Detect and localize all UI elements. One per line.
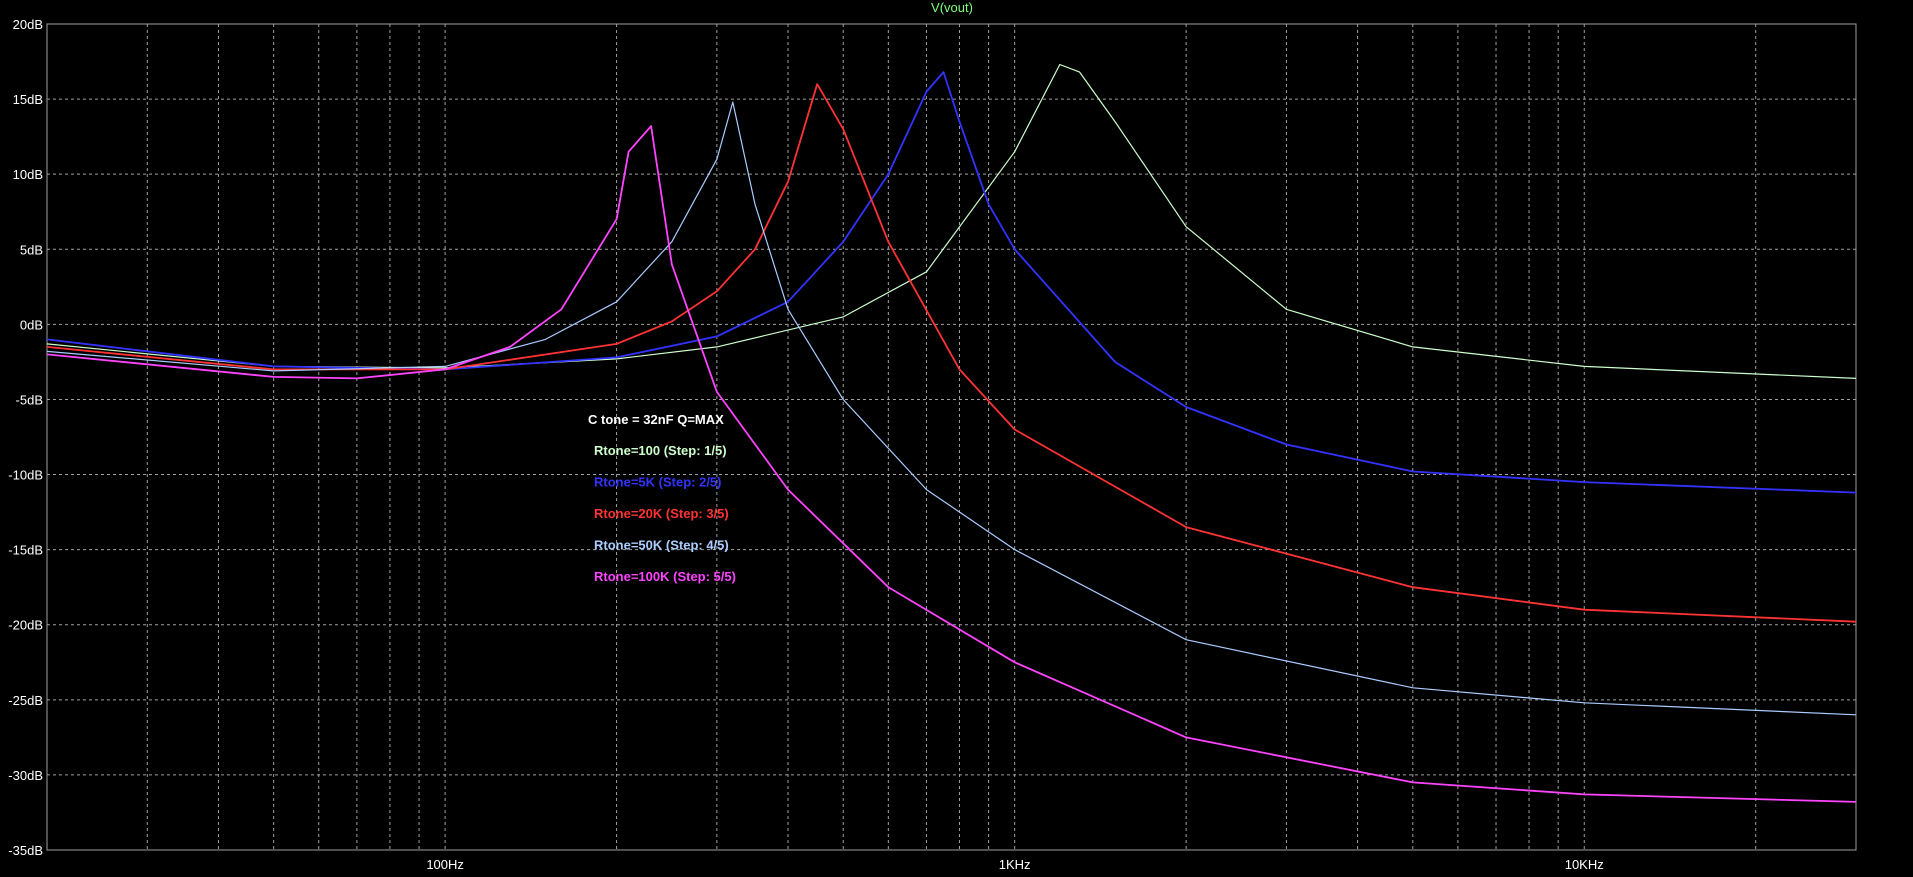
x-axis-ticks: 100Hz 1KHz 10KHz — [426, 857, 1603, 872]
series-line-4 — [46, 101, 1857, 716]
y-tick-label: -15dB — [8, 543, 43, 558]
legend-entry-3: Rtone=20K (Step: 3/5) — [594, 506, 729, 521]
y-tick-label: -10dB — [8, 468, 43, 483]
grid-lines — [47, 23, 1856, 851]
y-tick-label: 10dB — [13, 167, 43, 182]
series-line-3 — [46, 83, 1857, 623]
legend-entry-5: Rtone=100K (Step: 5/5) — [594, 569, 736, 584]
series-lines — [46, 63, 1857, 803]
y-tick-label: -30dB — [8, 768, 43, 783]
y-tick-label: 0dB — [20, 317, 43, 332]
legend-entry-4: Rtone=50K (Step: 4/5) — [594, 538, 729, 553]
y-tick-label: -25dB — [8, 693, 43, 708]
chart-title: V(vout) — [931, 0, 973, 15]
legend-header: C tone = 32nF Q=MAX — [588, 412, 724, 427]
y-tick-label: 20dB — [13, 17, 43, 32]
x-tick-label: 100Hz — [426, 857, 464, 872]
x-tick-label: 1KHz — [999, 857, 1031, 872]
y-tick-label: 15dB — [13, 92, 43, 107]
y-tick-label: 5dB — [20, 242, 43, 257]
y-tick-label: -5dB — [16, 392, 43, 407]
x-tick-label: 10KHz — [1565, 857, 1604, 872]
legend-entry-1: Rtone=100 (Step: 1/5) — [594, 443, 727, 458]
legend-annotations: C tone = 32nF Q=MAX Rtone=100 (Step: 1/5… — [588, 412, 736, 584]
y-tick-label: -35dB — [8, 843, 43, 858]
legend-entry-2: Rtone=5K (Step: 2/5) — [594, 475, 722, 490]
series-line-5 — [46, 125, 1857, 803]
plot-frame — [46, 23, 1857, 851]
y-axis-ticks: 20dB 15dB 10dB 5dB 0dB -5dB -10dB -15dB -20dB -25… — [8, 17, 43, 858]
series-line-2 — [46, 71, 1857, 494]
y-tick-label: -20dB — [8, 618, 43, 633]
